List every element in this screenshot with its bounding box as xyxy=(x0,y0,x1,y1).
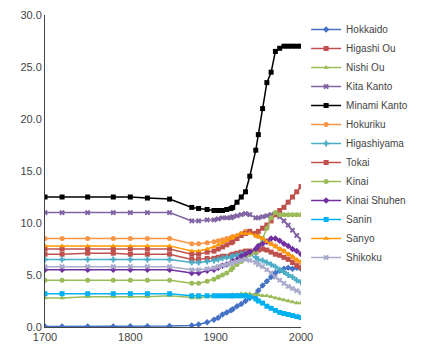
svg-text:Kita Kanto: Kita Kanto xyxy=(346,81,393,92)
svg-text:Minami Kanto: Minami Kanto xyxy=(346,100,408,111)
svg-text:Tokai: Tokai xyxy=(346,157,369,168)
svg-text:25.0: 25.0 xyxy=(20,61,41,73)
svg-text:1900: 1900 xyxy=(203,331,227,343)
svg-text:Kinai: Kinai xyxy=(346,176,368,187)
svg-text:Nishi Ou: Nishi Ou xyxy=(346,62,384,73)
svg-text:Shikoku: Shikoku xyxy=(346,252,382,263)
svg-text:1700: 1700 xyxy=(33,331,57,343)
svg-text:Sanyo: Sanyo xyxy=(346,233,375,244)
svg-text:15.0: 15.0 xyxy=(20,165,41,177)
svg-text:10.0: 10.0 xyxy=(20,217,41,229)
svg-text:Sanin: Sanin xyxy=(346,214,372,225)
svg-text:0.0: 0.0 xyxy=(27,321,42,333)
svg-text:1800: 1800 xyxy=(118,331,142,343)
svg-text:2000: 2000 xyxy=(289,331,313,343)
svg-text:30.0: 30.0 xyxy=(20,9,41,21)
svg-text:20.0: 20.0 xyxy=(20,113,41,125)
svg-text:Higashi Ou: Higashi Ou xyxy=(346,43,395,54)
svg-text:5.0: 5.0 xyxy=(27,269,42,281)
svg-text:Higashiyama: Higashiyama xyxy=(346,138,404,149)
svg-text:Hokuriku: Hokuriku xyxy=(346,119,385,130)
svg-text:Hokkaido: Hokkaido xyxy=(346,24,388,35)
svg-text:Kinai Shuhen: Kinai Shuhen xyxy=(346,195,406,206)
